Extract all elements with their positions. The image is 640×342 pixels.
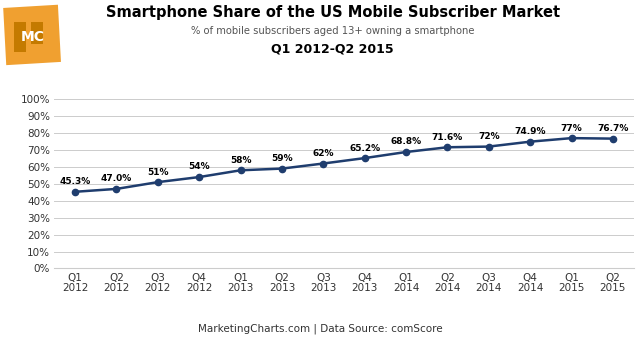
Polygon shape	[31, 22, 43, 44]
Text: 54%: 54%	[188, 162, 210, 171]
Text: 71.6%: 71.6%	[432, 133, 463, 142]
Text: 77%: 77%	[561, 123, 582, 133]
Polygon shape	[14, 22, 26, 52]
Text: 58%: 58%	[230, 156, 252, 165]
Text: 59%: 59%	[271, 154, 292, 163]
Text: Smartphone Share of the US Mobile Subscriber Market: Smartphone Share of the US Mobile Subscr…	[106, 5, 560, 20]
Text: 47.0%: 47.0%	[101, 174, 132, 183]
Text: MC: MC	[20, 30, 44, 44]
Text: Q1 2012-Q2 2015: Q1 2012-Q2 2015	[271, 43, 394, 56]
Text: 76.7%: 76.7%	[597, 124, 628, 133]
Text: 74.9%: 74.9%	[515, 127, 546, 136]
Text: MarketingCharts.com | Data Source: comScore: MarketingCharts.com | Data Source: comSc…	[198, 324, 442, 334]
Text: 51%: 51%	[147, 168, 168, 176]
Text: 45.3%: 45.3%	[60, 177, 91, 186]
Text: 72%: 72%	[478, 132, 500, 141]
Text: % of mobile subscribers aged 13+ owning a smartphone: % of mobile subscribers aged 13+ owning …	[191, 26, 474, 36]
Text: 62%: 62%	[312, 149, 334, 158]
Text: 65.2%: 65.2%	[349, 144, 380, 153]
Polygon shape	[3, 5, 61, 65]
Text: 68.8%: 68.8%	[390, 137, 422, 146]
